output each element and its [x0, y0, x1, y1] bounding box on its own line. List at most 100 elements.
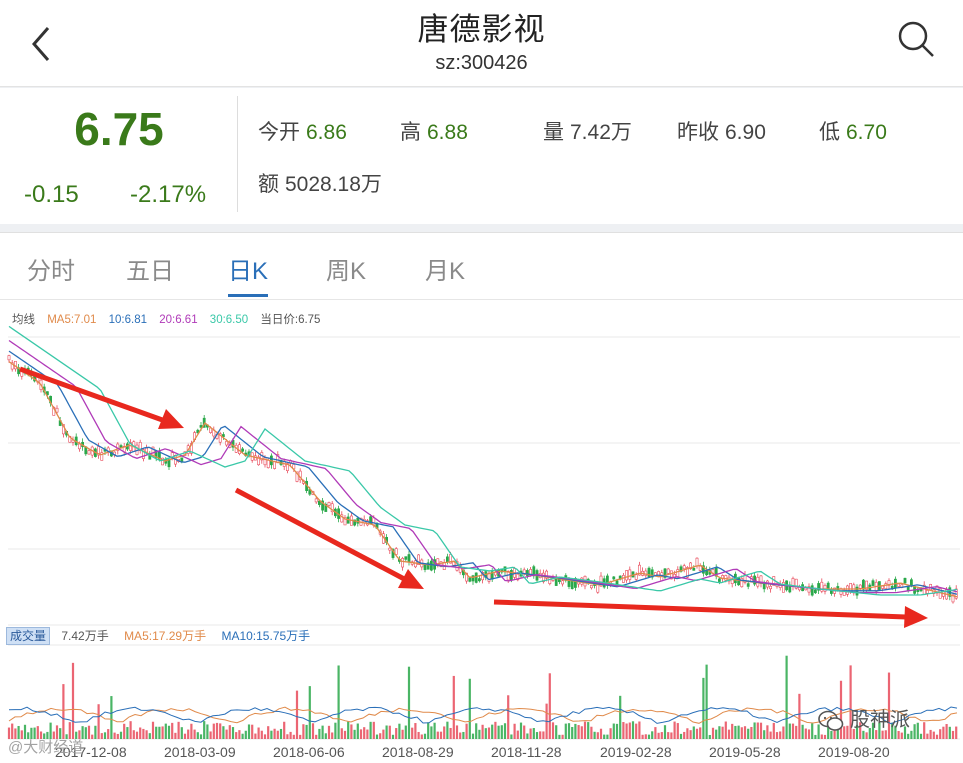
volume-bar: [487, 727, 491, 739]
volume-bar: [295, 690, 299, 739]
tab-weekly-k[interactable]: 周K: [326, 258, 367, 285]
volume-bar: [235, 732, 238, 739]
candle-body: [327, 502, 331, 506]
candle-body: [737, 577, 741, 586]
volume-bar: [827, 724, 830, 739]
volume-bar: [65, 734, 68, 739]
back-button[interactable]: [22, 20, 62, 68]
candle-body: [241, 448, 245, 452]
volume-bar: [587, 722, 590, 739]
volume-bar: [907, 733, 910, 739]
volume-bar: [769, 731, 772, 739]
volume-bar: [894, 725, 897, 739]
tab-daily-k[interactable]: 日K: [228, 258, 269, 285]
volume-bar: [731, 723, 734, 739]
volume-bar: [577, 725, 580, 739]
volume-bar: [11, 723, 14, 739]
x-tick-label: 2019-08-20: [818, 744, 890, 760]
volume-bar: [161, 726, 164, 739]
candle-body: [273, 461, 277, 469]
volume-bar: [375, 734, 379, 739]
candle-body: [196, 429, 200, 434]
volume-bar: [100, 733, 103, 739]
volume-bar: [340, 728, 343, 739]
volume-bar: [222, 726, 225, 739]
volume-bar: [398, 723, 401, 739]
candle-body: [682, 565, 686, 570]
volume-bar: [711, 727, 715, 739]
volume-bar: [836, 727, 839, 739]
volume-bar: [142, 728, 145, 739]
candle-body: [884, 583, 888, 590]
candle-body: [817, 583, 821, 591]
candle-body: [87, 450, 91, 455]
volume-bar: [455, 725, 459, 739]
volume-bar: [350, 724, 353, 739]
candle-body: [541, 572, 545, 583]
candle-body: [525, 570, 529, 576]
volume-bar: [772, 722, 775, 739]
volume-bar: [193, 729, 196, 739]
volume-bar: [238, 730, 241, 739]
volume-bar: [737, 725, 740, 739]
volume-bar: [555, 725, 558, 739]
stat-prev-close: 昨收 6.90: [677, 116, 766, 146]
volume-bar: [811, 723, 814, 739]
volume-bar: [507, 695, 510, 739]
volume-bar: [23, 724, 27, 739]
volume-bar: [439, 731, 443, 739]
candle-body: [781, 582, 785, 593]
candle-body: [698, 565, 702, 571]
volume-bar: [36, 726, 39, 739]
volume-bar: [718, 726, 721, 739]
volume-bar: [715, 729, 718, 739]
candle-body: [199, 425, 203, 428]
tab-intraday[interactable]: 分时: [27, 258, 75, 285]
volume-bar: [644, 734, 647, 739]
volume-bar: [523, 725, 526, 739]
stat-amount: 额 5028.18万: [258, 168, 382, 198]
volume-ma5-line: [8, 706, 958, 724]
x-tick-label: 2019-05-28: [709, 744, 781, 760]
search-button[interactable]: [893, 14, 941, 62]
candle-body: [599, 575, 603, 587]
candle-body: [612, 576, 616, 580]
volume-bar: [561, 734, 564, 739]
wechat-icon: [818, 710, 844, 731]
volume-bar: [423, 733, 427, 739]
volume-bar: [609, 728, 612, 739]
volume-bar: [347, 721, 350, 739]
volume-bar: [267, 726, 270, 739]
candle-body: [845, 585, 849, 595]
volume-bar: [343, 730, 347, 739]
volume-bar: [174, 732, 177, 739]
volume-bar: [606, 734, 609, 739]
watermark-right-text: 股神派: [850, 709, 910, 731]
volume-bar: [942, 726, 945, 739]
volume-bar: [692, 726, 695, 739]
volume-bar: [779, 731, 782, 739]
stat-volume-label: 量: [543, 121, 564, 144]
volume-bar: [91, 734, 94, 739]
ma20-line: [8, 339, 958, 594]
tab-monthly-k[interactable]: 月K: [425, 258, 466, 285]
volume-bar: [923, 722, 926, 739]
kline-chart[interactable]: [0, 233, 963, 763]
volume-bar: [372, 721, 375, 739]
volume-bar: [878, 722, 881, 739]
volume-bar: [404, 725, 407, 739]
volume-bars: [7, 655, 958, 739]
volume-bar: [631, 721, 635, 739]
candle-body: [388, 547, 392, 551]
volume-bar: [513, 723, 516, 739]
chart-panel: 分时 五日 日K 周K 月K 均线 MA5:7.01 10:6.81 20:6.…: [0, 232, 963, 763]
volume-bar: [667, 732, 670, 739]
volume-bar: [951, 730, 955, 739]
tab-five-day[interactable]: 五日: [126, 258, 174, 285]
volume-bar: [321, 725, 324, 739]
volume-bar: [699, 727, 702, 739]
volume-bar: [875, 730, 878, 739]
moving-average-lines: [8, 325, 958, 598]
volume-bar: [183, 733, 187, 739]
candle-body: [826, 582, 830, 589]
